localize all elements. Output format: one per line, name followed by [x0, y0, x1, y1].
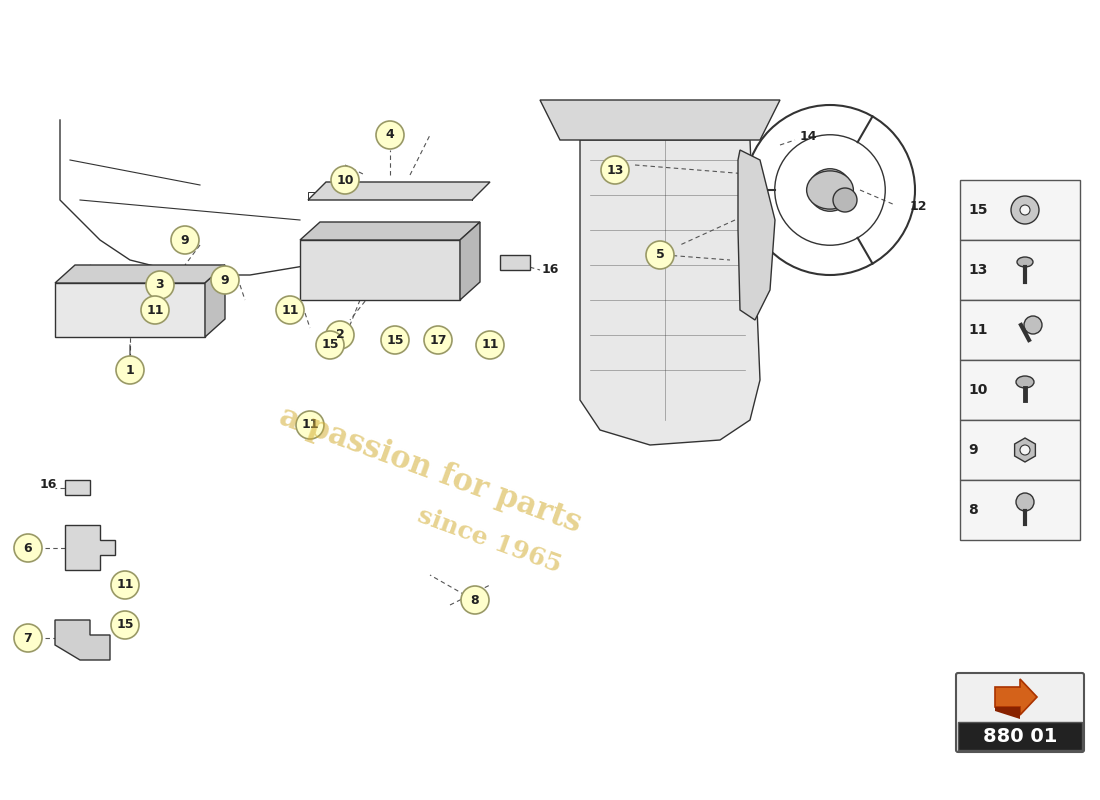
- Polygon shape: [540, 100, 780, 140]
- Text: 4: 4: [386, 129, 395, 142]
- FancyBboxPatch shape: [960, 480, 1080, 540]
- Circle shape: [461, 586, 490, 614]
- Text: 15: 15: [117, 618, 134, 631]
- Text: 7: 7: [23, 631, 32, 645]
- Circle shape: [296, 411, 324, 439]
- Text: 11: 11: [282, 303, 299, 317]
- Text: 11: 11: [117, 578, 134, 591]
- Circle shape: [326, 321, 354, 349]
- Circle shape: [601, 156, 629, 184]
- Text: 9: 9: [180, 234, 189, 246]
- Polygon shape: [300, 240, 460, 300]
- Polygon shape: [580, 140, 760, 445]
- Text: 8: 8: [471, 594, 480, 606]
- Text: 15: 15: [386, 334, 404, 346]
- Text: 12: 12: [910, 200, 927, 213]
- Circle shape: [316, 331, 344, 359]
- Ellipse shape: [1018, 257, 1033, 267]
- Text: 11: 11: [968, 323, 988, 337]
- Text: 8: 8: [968, 503, 978, 517]
- Circle shape: [476, 331, 504, 359]
- Polygon shape: [738, 150, 775, 320]
- Text: 10: 10: [337, 174, 354, 186]
- Text: a passion for parts: a passion for parts: [275, 401, 585, 539]
- FancyBboxPatch shape: [960, 360, 1080, 420]
- Polygon shape: [55, 283, 205, 337]
- Circle shape: [808, 169, 851, 211]
- Circle shape: [211, 266, 239, 294]
- FancyBboxPatch shape: [960, 180, 1080, 240]
- Circle shape: [1020, 445, 1030, 455]
- Polygon shape: [460, 222, 480, 300]
- Text: 15: 15: [968, 203, 988, 217]
- Circle shape: [111, 611, 139, 639]
- Circle shape: [376, 121, 404, 149]
- Circle shape: [141, 296, 169, 324]
- Text: 17: 17: [429, 334, 447, 346]
- Circle shape: [646, 241, 674, 269]
- Circle shape: [833, 188, 857, 212]
- Text: 15: 15: [321, 338, 339, 351]
- Polygon shape: [65, 525, 116, 570]
- FancyBboxPatch shape: [960, 240, 1080, 300]
- Polygon shape: [500, 255, 530, 270]
- Polygon shape: [55, 265, 225, 283]
- Circle shape: [381, 326, 409, 354]
- Text: 11: 11: [146, 303, 164, 317]
- Circle shape: [14, 624, 42, 652]
- Polygon shape: [65, 480, 90, 495]
- Polygon shape: [300, 222, 480, 240]
- Circle shape: [424, 326, 452, 354]
- Text: 3: 3: [156, 278, 164, 291]
- Text: 11: 11: [482, 338, 498, 351]
- Text: 11: 11: [301, 418, 319, 431]
- Circle shape: [146, 271, 174, 299]
- Polygon shape: [996, 707, 1020, 719]
- Text: 16: 16: [542, 263, 560, 276]
- Polygon shape: [55, 620, 110, 660]
- Ellipse shape: [806, 171, 854, 209]
- Circle shape: [1011, 196, 1040, 224]
- Text: 14: 14: [800, 130, 817, 143]
- Circle shape: [1020, 205, 1030, 215]
- Circle shape: [170, 226, 199, 254]
- Text: 2: 2: [336, 329, 344, 342]
- Bar: [958, 722, 1082, 750]
- Text: since 1965: since 1965: [415, 503, 565, 577]
- Text: 13: 13: [968, 263, 988, 277]
- Text: 6: 6: [24, 542, 32, 554]
- Circle shape: [1016, 493, 1034, 511]
- Text: 13: 13: [606, 163, 624, 177]
- Text: 1: 1: [125, 363, 134, 377]
- Circle shape: [331, 166, 359, 194]
- Text: 5: 5: [656, 249, 664, 262]
- Circle shape: [111, 571, 139, 599]
- Polygon shape: [996, 679, 1037, 715]
- Polygon shape: [205, 265, 225, 337]
- Text: 10: 10: [968, 383, 988, 397]
- Circle shape: [276, 296, 304, 324]
- Polygon shape: [90, 265, 116, 325]
- Text: 16: 16: [40, 478, 57, 491]
- FancyBboxPatch shape: [960, 300, 1080, 360]
- Text: 9: 9: [968, 443, 978, 457]
- Polygon shape: [308, 182, 490, 200]
- Text: 9: 9: [221, 274, 229, 286]
- Text: 880 01: 880 01: [982, 726, 1057, 746]
- Circle shape: [1024, 316, 1042, 334]
- FancyBboxPatch shape: [956, 673, 1084, 752]
- Circle shape: [116, 356, 144, 384]
- Circle shape: [14, 534, 42, 562]
- Polygon shape: [1014, 438, 1035, 462]
- FancyBboxPatch shape: [960, 420, 1080, 480]
- Ellipse shape: [1016, 376, 1034, 388]
